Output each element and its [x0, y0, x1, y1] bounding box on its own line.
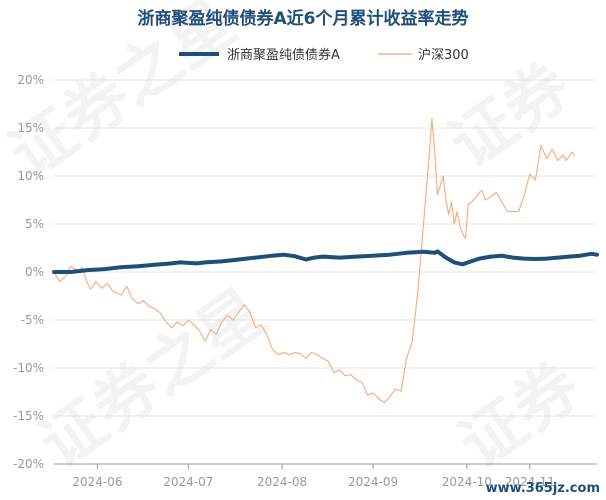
series-line-index [53, 117, 576, 404]
source-label: www.365jz.com [486, 481, 600, 496]
x-tick-label: 2024-08 [257, 475, 307, 489]
x-axis-ticks: 2024-06 2024-07 2024-08 2024-09 2024-10 2024-… [72, 464, 555, 489]
y-tick-label: -20% [13, 457, 44, 471]
y-tick-label: 5% [25, 217, 44, 231]
y-tick-label: 15% [17, 121, 44, 135]
y-tick-label: 0% [25, 265, 44, 279]
gridlines [54, 79, 597, 465]
chart-title: 浙商聚盈纯债债券A近6个月累计收益率走势 [138, 8, 469, 29]
y-tick-label: -10% [13, 361, 44, 375]
y-tick-label: 10% [17, 169, 44, 183]
x-tick-label: 2024-06 [72, 475, 122, 489]
y-tick-label: 20% [17, 73, 44, 87]
legend-label-index: 沪深300 [418, 47, 469, 63]
watermark-text-side-top: 证券 [437, 48, 585, 183]
legend: 浙商聚盈纯债债券A 沪深300 [179, 47, 469, 63]
y-axis-ticks: 20% 15% 10% 5% 0% -5% -10% -15% -20% [13, 73, 44, 471]
y-tick-label: -15% [13, 409, 44, 423]
x-tick-label: 2024-11 [505, 475, 555, 489]
watermark-text-main-bottom: 证券之星 [27, 276, 279, 483]
x-tick-label: 2024-09 [348, 475, 398, 489]
legend-label-fund: 浙商聚盈纯债债券A [227, 47, 340, 63]
series-lines [52, 117, 599, 404]
y-tick-label: -5% [21, 313, 44, 327]
x-tick-label: 2024-07 [163, 475, 213, 489]
x-tick-label: 2024-10 [442, 475, 492, 489]
watermark: 证券之星 证券之星 证券 证券 [0, 0, 595, 483]
series-line-fund [52, 249, 599, 274]
